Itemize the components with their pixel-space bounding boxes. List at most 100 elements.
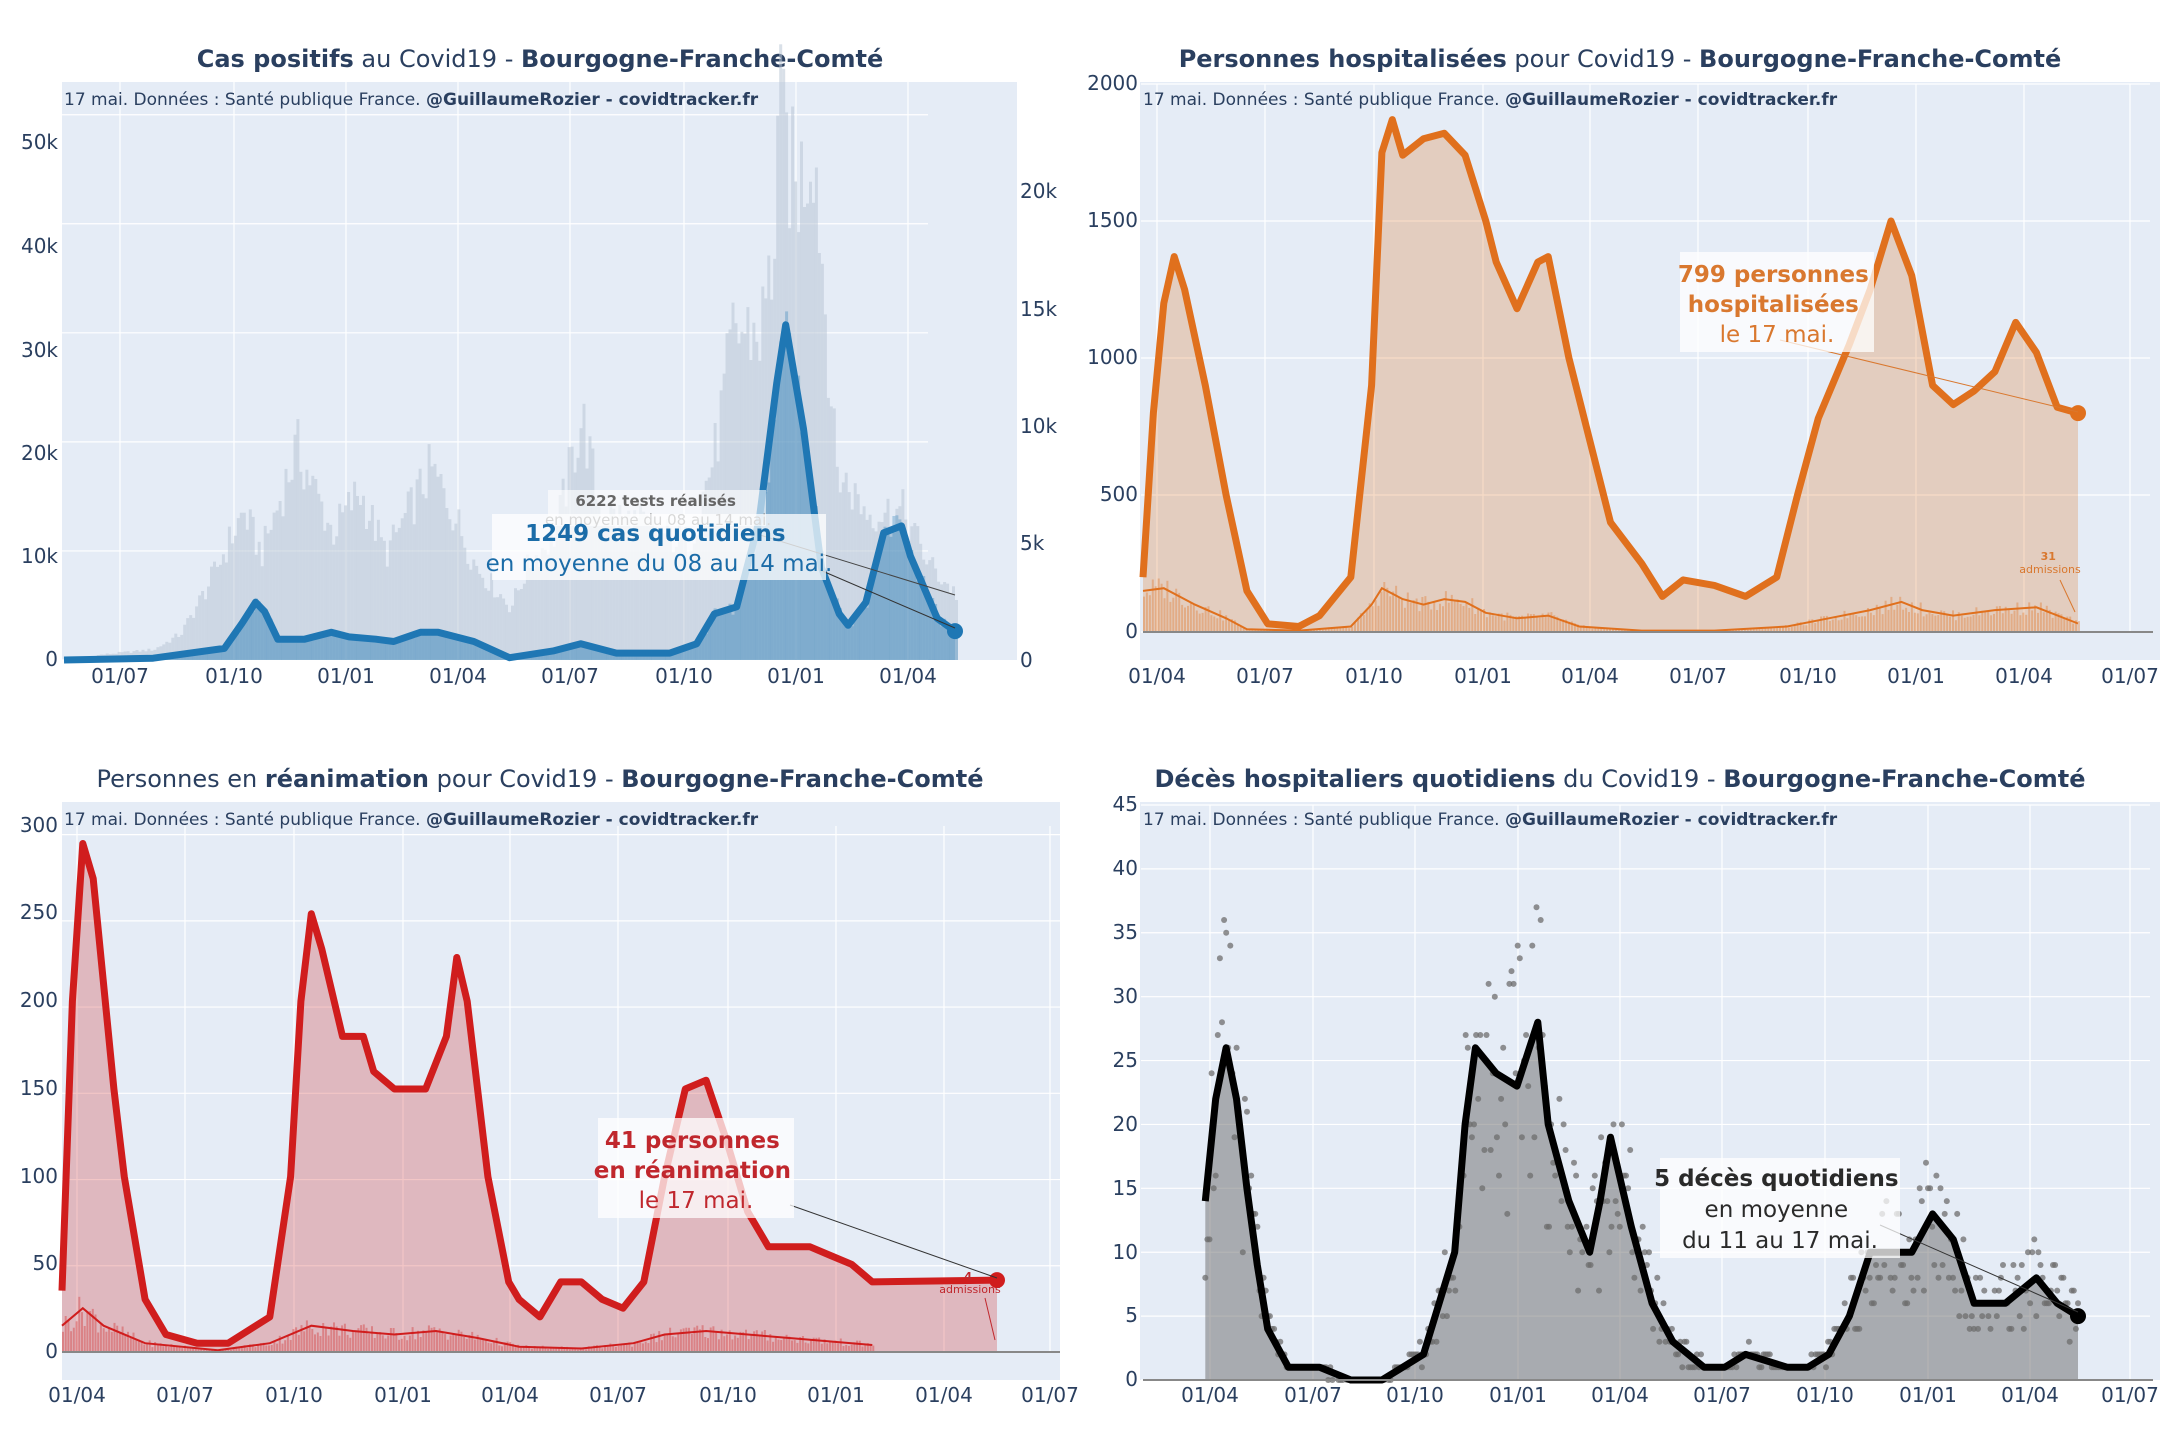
hosp-admission-bar (1987, 612, 1989, 632)
deaths-daily-dot (1892, 1275, 1898, 1281)
cases-y2-tick: 5k (1020, 531, 1045, 555)
rea-source-prefix: 17 mai. Données : Santé publique France. (64, 810, 426, 830)
deaths-daily-dot (1606, 1249, 1612, 1255)
deaths-daily-dot (1960, 1236, 1966, 1242)
deaths-daily-dot (1417, 1339, 1423, 1345)
hosp-admission-bar (1536, 617, 1538, 633)
deaths-daily-dot (1477, 1032, 1483, 1038)
hosp-admission-bar (1893, 610, 1895, 632)
rea-admission-bar (715, 1331, 717, 1352)
rea-admission-bar (325, 1328, 327, 1352)
rea-admission-bar (691, 1334, 693, 1352)
hosp-admission-bar (1981, 611, 1983, 632)
deaths-daily-dot (2017, 1313, 2023, 1319)
rea-admission-bar (778, 1340, 780, 1352)
hosp-admission-bar (1433, 602, 1435, 632)
deaths-daily-dot (1919, 1198, 1925, 1204)
deaths-daily-dot (1240, 1249, 1246, 1255)
rea-admission-bar (122, 1327, 124, 1353)
rea-admission-bar (355, 1330, 357, 1352)
rea-admission-bar (677, 1334, 679, 1352)
hosp-admission-bar (1442, 606, 1444, 632)
hosp-admission-bar (1166, 581, 1168, 632)
rea-admission-bar (135, 1340, 137, 1352)
cases-x-ticks: 01/07 01/10 01/01 01/04 01/07 01/10 01/0… (91, 664, 937, 688)
deaths-daily-dot (2010, 1262, 2016, 1268)
rea-admission-bar (474, 1340, 476, 1352)
hosp-admission-bar (1855, 615, 1857, 632)
deaths-daily-dot (2038, 1262, 2044, 1268)
rea-admissions-line: 4 (964, 1270, 972, 1283)
hosp-admission-bar (1184, 608, 1186, 633)
deaths-y-tick: 15 (1113, 1176, 1138, 1200)
rea-admission-bar (328, 1336, 330, 1353)
cases-source-note: 17 mai. Données : Santé publique France.… (64, 90, 759, 110)
deaths-daily-dot (1563, 1147, 1569, 1153)
deaths-daily-dot (1908, 1275, 1914, 1281)
hosp-admission-bar (1524, 617, 1526, 632)
rea-admission-bar (420, 1337, 422, 1352)
deaths-daily-dot (1434, 1339, 1440, 1345)
deaths-daily-dot (2071, 1288, 2077, 1294)
deaths-daily-dot (1538, 917, 1544, 923)
deaths-daily-dot (1527, 1173, 1533, 1179)
rea-admission-bar (67, 1320, 69, 1352)
cases-x-tick: 01/04 (879, 664, 937, 688)
rea-admission-bar (282, 1344, 284, 1352)
rea-admission-bar (409, 1336, 411, 1353)
deaths-daily-dot (1646, 1249, 1652, 1255)
cases-tests-bar (353, 482, 356, 660)
hosp-admission-bar (1970, 617, 1972, 633)
rea-admission-bar (290, 1340, 292, 1352)
deaths-daily-dot (1571, 1160, 1577, 1166)
cases-tests-bar (538, 567, 541, 660)
hosp-admission-bar (1908, 612, 1910, 632)
hosp-admission-bar (1973, 615, 1975, 632)
hosp-admission-bar (1905, 608, 1907, 632)
rea-admission-bar (642, 1343, 644, 1352)
hosp-admission-bar (2043, 612, 2045, 632)
rea-admission-bar (103, 1328, 105, 1352)
deaths-y-tick: 30 (1113, 984, 1138, 1008)
hosp-admission-bar (1398, 597, 1400, 632)
rea-admission-bar (78, 1297, 80, 1352)
deaths-y-ticks: 0 5 10 15 20 25 30 35 40 45 (1113, 792, 1138, 1391)
hosp-admission-bar (1934, 616, 1936, 632)
rea-admission-bar (669, 1328, 671, 1352)
hosp-admission-bar (1803, 625, 1805, 632)
hosp-admission-bar (1504, 621, 1506, 633)
deaths-daily-dot (1419, 1364, 1425, 1370)
deaths-x-tick: 01/07 (1693, 1383, 1751, 1407)
deaths-source-author: @GuillaumeRozier - covidtracker.fr (1505, 810, 1838, 830)
hosp-admission-bar (1468, 608, 1470, 632)
rea-admission-bar (791, 1341, 793, 1353)
deaths-daily-dot (1944, 1198, 1950, 1204)
rea-admission-bar (796, 1343, 798, 1352)
rea-x-tick: 01/10 (699, 1383, 757, 1407)
hosp-admission-bar (1870, 613, 1872, 632)
deaths-daily-dot (2075, 1300, 2081, 1306)
hosp-admission-bar (1545, 615, 1547, 632)
cases-tests-bar (520, 589, 523, 660)
rea-admission-bar (748, 1339, 750, 1352)
deaths-daily-dot (1996, 1288, 2002, 1294)
deaths-daily-dot (1873, 1262, 1879, 1268)
deaths-daily-dot (1931, 1262, 1937, 1268)
hosp-admission-bar (1879, 608, 1881, 632)
deaths-x-tick: 01/07 (2101, 1383, 2159, 1407)
deaths-daily-dot (1242, 1096, 1248, 1102)
hosp-admission-bar (1882, 614, 1884, 632)
deaths-daily-dot (1207, 1236, 1213, 1242)
deaths-x-tick: 01/10 (1796, 1383, 1854, 1407)
rea-admission-bar (718, 1339, 720, 1352)
deaths-daily-dot (1531, 1134, 1537, 1140)
deaths-daily-dot (1627, 1147, 1633, 1153)
rea-admission-bar (422, 1330, 424, 1352)
hosp-admission-bar (1829, 621, 1831, 632)
hosp-admission-bar (1178, 593, 1180, 632)
rea-x-tick: 01/07 (589, 1383, 647, 1407)
cases-source-author: @GuillaumeRozier - covidtracker.fr (426, 90, 759, 110)
hosp-admission-bar (2011, 614, 2013, 632)
rea-admission-bar (352, 1330, 354, 1352)
deaths-title-part: Décès hospitaliers quotidiens (1155, 765, 1556, 793)
